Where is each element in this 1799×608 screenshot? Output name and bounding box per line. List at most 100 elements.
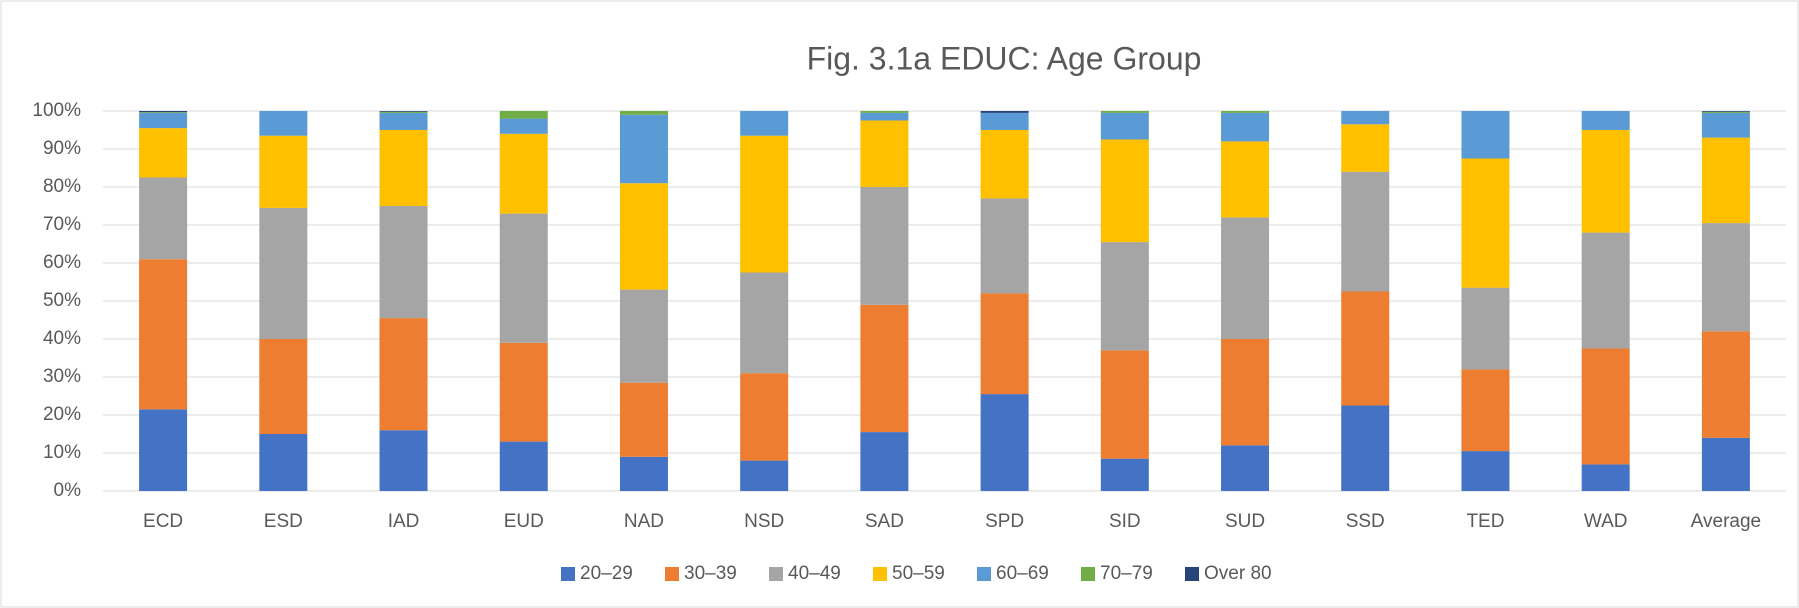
bar-segment [259, 434, 308, 491]
x-tick-label: WAD [1584, 511, 1628, 532]
bar-segment [1701, 437, 1750, 491]
bar-segment [1461, 451, 1510, 491]
bar-segment [1581, 348, 1630, 465]
bar-segment [1581, 464, 1630, 491]
bar-segment [1100, 112, 1149, 140]
bar-segment [619, 382, 668, 457]
bar-segment [1461, 287, 1510, 370]
bar-segment [860, 432, 909, 491]
bar-segment [619, 456, 668, 491]
y-tick-label: 0% [54, 480, 82, 501]
bar-segment [1100, 458, 1149, 491]
x-tick-label: TED [1466, 511, 1504, 532]
legend-label: 60–69 [996, 563, 1049, 584]
bar-segment [1100, 242, 1149, 351]
bar-segment [740, 135, 789, 273]
x-tick-label: SAD [865, 511, 904, 532]
bar-segment [1701, 223, 1750, 332]
bar-segment [379, 430, 428, 491]
bar-segment [1461, 369, 1510, 452]
bar-segment [1341, 171, 1390, 292]
bar-segment [499, 118, 548, 134]
x-tick-label: ESD [264, 511, 303, 532]
bar-segment [139, 128, 188, 178]
legend-swatch [873, 567, 887, 581]
x-tick-label: ECD [143, 511, 183, 532]
bar-segment [619, 114, 668, 184]
bar-segment [860, 112, 909, 121]
bar-segment [1100, 350, 1149, 459]
bar-segment [379, 111, 428, 112]
bar-segment [499, 111, 548, 119]
bar-segment [1701, 137, 1750, 224]
bar-segment [139, 111, 188, 113]
bar-segment [1341, 291, 1390, 406]
bar-segment [1581, 232, 1630, 349]
bar-segment [980, 111, 1029, 113]
bar-segment [1581, 130, 1630, 233]
legend-swatch [977, 567, 991, 581]
y-tick-label: 100% [32, 100, 81, 121]
bar-segment [1221, 141, 1270, 218]
y-tick-label: 20% [43, 404, 81, 425]
y-tick-label: 70% [43, 214, 81, 235]
bar-segment [139, 112, 188, 113]
legend-label: 30–39 [684, 563, 737, 584]
x-tick-label: NAD [624, 511, 664, 532]
x-tick-label: SPD [985, 511, 1024, 532]
bar-segment [139, 259, 188, 410]
bar-segment [1221, 217, 1270, 339]
bar-segment [139, 177, 188, 260]
x-tick-label: SUD [1225, 511, 1265, 532]
bar-segment [1100, 111, 1149, 113]
legend-label: 20–29 [580, 563, 633, 584]
bar-segment [1461, 111, 1510, 159]
x-tick-label: SSD [1346, 511, 1385, 532]
bar-segment [1701, 331, 1750, 438]
bar-segment [259, 339, 308, 434]
bar-segment [860, 304, 909, 433]
y-tick-label: 80% [43, 176, 81, 197]
bar-segment [139, 409, 188, 491]
x-tick-label: SID [1109, 511, 1141, 532]
legend-swatch [665, 567, 679, 581]
legend-swatch [769, 567, 783, 581]
bar-segment [980, 130, 1029, 199]
bar-segment [379, 111, 428, 113]
bar-segment [619, 289, 668, 383]
bar-segment [379, 318, 428, 431]
bar-segment [1221, 445, 1270, 491]
legend-label: Over 80 [1204, 563, 1272, 584]
bar-segment [259, 135, 308, 208]
bar-segment [379, 112, 428, 130]
bar-segment [860, 120, 909, 187]
bar-segment [980, 293, 1029, 395]
bar-segment [860, 111, 909, 113]
bar-segment [980, 198, 1029, 294]
bar-segment [619, 183, 668, 290]
bar-segment [499, 133, 548, 214]
bar-segment [740, 272, 789, 374]
bar-segment [259, 207, 308, 339]
legend-label: 40–49 [788, 563, 841, 584]
x-tick-label: Average [1691, 511, 1761, 532]
y-tick-label: 60% [43, 252, 81, 273]
bar-segment [1100, 139, 1149, 243]
legend-swatch [1081, 567, 1095, 581]
bar-segment [1221, 339, 1270, 446]
bar-segment [740, 460, 789, 491]
bar-segment [1221, 112, 1270, 142]
y-tick-label: 40% [43, 328, 81, 349]
chart-title: Fig. 3.1a EDUC: Age Group [807, 40, 1202, 76]
y-tick-label: 30% [43, 366, 81, 387]
bar-segment [1701, 111, 1750, 112]
bar-segment [259, 111, 308, 136]
bar-segment [1341, 111, 1390, 125]
bar-segment [379, 130, 428, 206]
bar-segment [1581, 111, 1630, 130]
bar-segment [740, 373, 789, 461]
x-tick-label: EUD [504, 511, 544, 532]
legend-label: 70–79 [1100, 563, 1153, 584]
x-tick-label: NSD [744, 511, 784, 532]
